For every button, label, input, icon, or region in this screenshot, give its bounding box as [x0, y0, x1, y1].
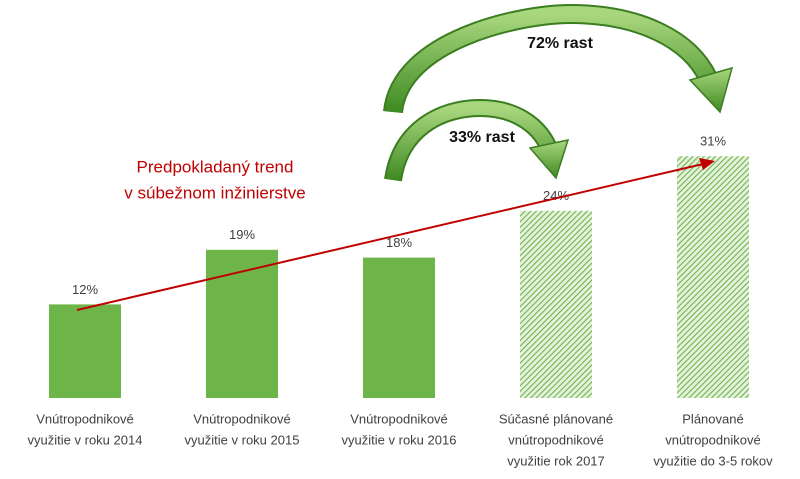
- bar: [520, 210, 592, 398]
- value-label: 19%: [229, 227, 255, 242]
- growth-label: 33% rast: [449, 129, 515, 146]
- x-tick-label: využitie v roku 2015: [185, 432, 300, 447]
- x-tick-label: Vnútropodnikové: [350, 411, 448, 426]
- x-tick-label: využitie do 3-5 rokov: [653, 453, 773, 468]
- trend-arrowhead: [699, 158, 715, 170]
- growth-arrow-small: [384, 98, 570, 182]
- value-label: 18%: [386, 235, 412, 250]
- x-tick-label: vnútropodnikové: [665, 432, 760, 447]
- trend-label: v súbežnom inžinierstve: [124, 183, 305, 202]
- trend-label: Predpokladaný trend: [137, 157, 294, 176]
- x-tick-label: využitie v roku 2014: [28, 432, 143, 447]
- x-tick-label: využitie rok 2017: [507, 453, 605, 468]
- value-label: 31%: [700, 134, 726, 149]
- bar: [49, 304, 121, 398]
- x-tick-label: Plánované: [682, 411, 743, 426]
- trend-line: [76, 163, 704, 311]
- value-label: 12%: [72, 282, 98, 297]
- x-tick-label: Súčasné plánované: [499, 411, 613, 426]
- growth-label: 72% rast: [527, 35, 593, 52]
- x-tick-label: Vnútropodnikové: [36, 411, 134, 426]
- x-tick-label: vnútropodnikové: [508, 432, 603, 447]
- bar: [206, 249, 278, 398]
- bar: [363, 257, 435, 398]
- x-tick-label: využitie v roku 2016: [342, 432, 457, 447]
- x-tick-label: Vnútropodnikové: [193, 411, 291, 426]
- growth-arrow-large: [383, 3, 734, 114]
- bar: [677, 156, 749, 398]
